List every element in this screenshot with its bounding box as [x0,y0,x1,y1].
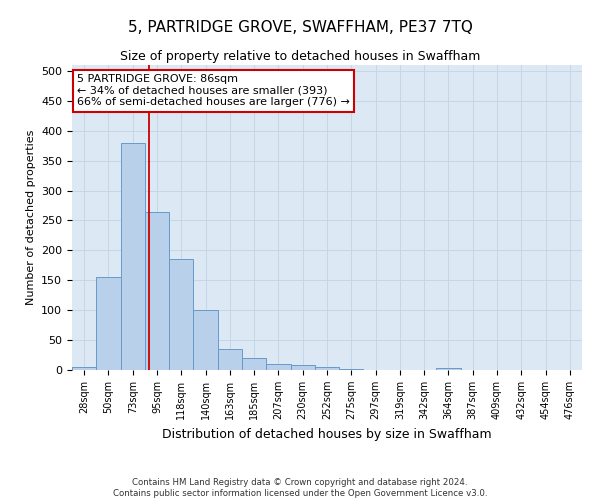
Y-axis label: Number of detached properties: Number of detached properties [26,130,35,305]
Bar [96,278,121,370]
Bar [315,367,339,370]
Text: 5, PARTRIDGE GROVE, SWAFFHAM, PE37 7TQ: 5, PARTRIDGE GROVE, SWAFFHAM, PE37 7TQ [128,20,472,35]
Bar [169,260,193,370]
Bar [218,349,242,370]
Bar [145,212,169,370]
Bar [436,368,461,370]
Text: Contains HM Land Registry data © Crown copyright and database right 2024.
Contai: Contains HM Land Registry data © Crown c… [113,478,487,498]
Bar [290,365,315,370]
Text: Size of property relative to detached houses in Swaffham: Size of property relative to detached ho… [120,50,480,63]
X-axis label: Distribution of detached houses by size in Swaffham: Distribution of detached houses by size … [162,428,492,440]
Bar [193,310,218,370]
Bar [266,364,290,370]
Bar [72,367,96,370]
Text: 5 PARTRIDGE GROVE: 86sqm
← 34% of detached houses are smaller (393)
66% of semi-: 5 PARTRIDGE GROVE: 86sqm ← 34% of detach… [77,74,350,108]
Bar [242,358,266,370]
Bar [121,142,145,370]
